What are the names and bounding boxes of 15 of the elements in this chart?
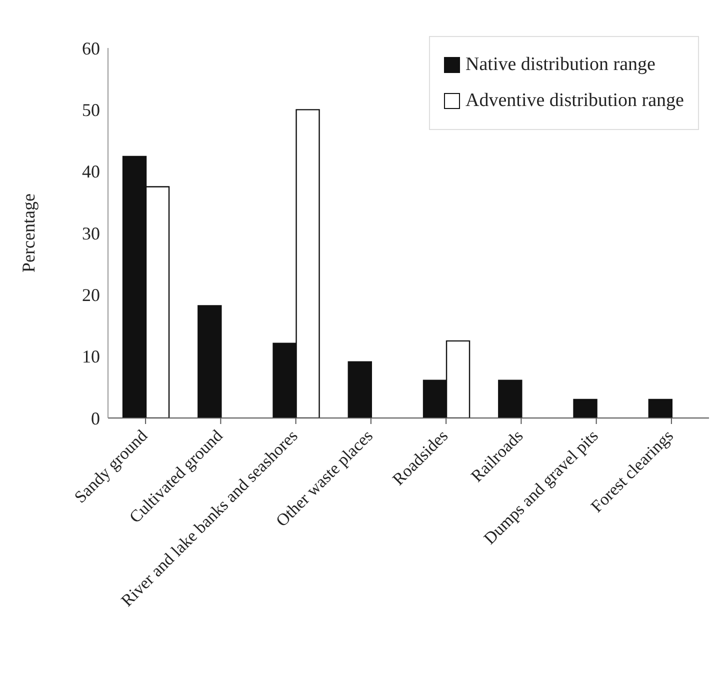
legend-label: Adventive distribution range <box>466 89 684 113</box>
y-tick-label: 0 <box>91 408 100 428</box>
y-tick-label: 20 <box>82 285 100 306</box>
bar <box>198 305 222 418</box>
y-tick-label: 60 <box>82 38 100 58</box>
legend-label: Native distribution range <box>466 53 656 77</box>
bar <box>648 398 672 418</box>
bar <box>498 380 522 418</box>
y-tick-label: 30 <box>82 223 100 244</box>
y-tick-label: 10 <box>82 346 100 367</box>
y-tick-label: 50 <box>82 100 100 120</box>
bar <box>348 361 372 418</box>
y-tick-label: 40 <box>82 162 100 182</box>
y-axis-title: Percentage <box>18 194 38 272</box>
bar <box>573 398 598 418</box>
